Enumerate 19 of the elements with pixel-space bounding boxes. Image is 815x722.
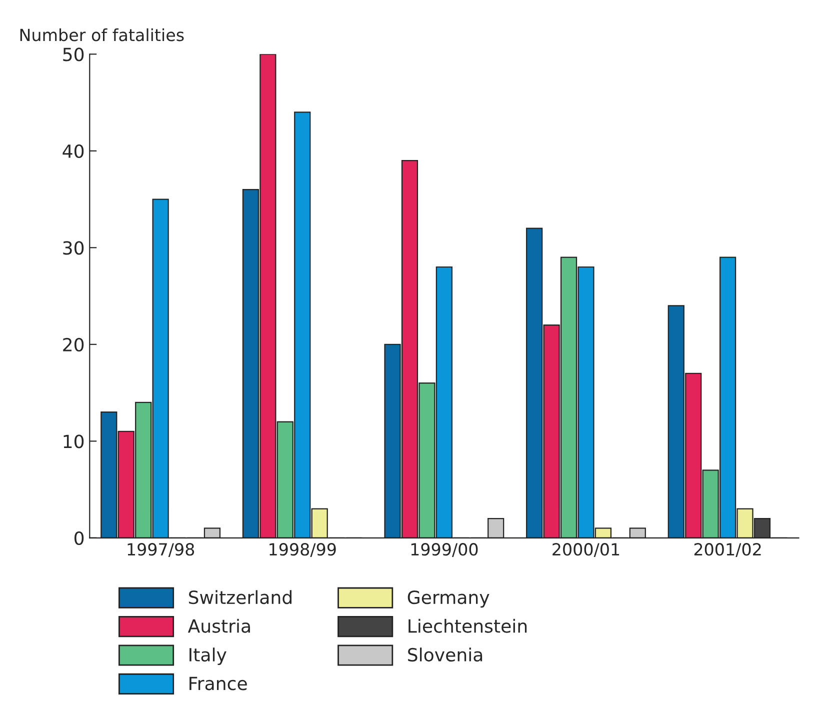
y-axis-title: Number of fatalities	[20, 28, 184, 42]
x-tick-label: 2001/02	[694, 543, 761, 557]
legend-label: France	[190, 676, 247, 690]
x-tick-label: 1998/99	[270, 543, 336, 557]
y-tick-label: 0	[74, 531, 84, 546]
x-tick-label: 1999/00	[411, 543, 478, 557]
y-tick-label: 20	[63, 338, 84, 352]
y-tick-label: 40	[62, 144, 84, 158]
y-tick-label: 10	[64, 434, 84, 448]
legend-label: Italy	[190, 648, 226, 666]
y-tick-label: 30	[63, 241, 84, 255]
y-tick-label: 50	[63, 48, 84, 62]
legend-label: Germany	[408, 590, 490, 608]
legend-label: Slovenia	[408, 648, 482, 662]
x-tick-label: 2000/01	[552, 543, 620, 557]
x-tick-label: 1997/98	[128, 543, 194, 557]
legend-label: Liechtenstein	[408, 618, 527, 633]
legend-label: Austria	[188, 618, 250, 633]
legend-label: Switzerland	[188, 590, 292, 604]
